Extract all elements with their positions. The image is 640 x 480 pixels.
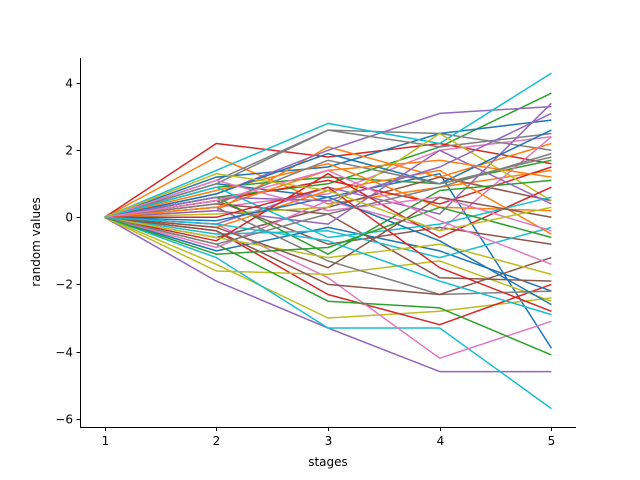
series-line-21: [104, 216, 552, 292]
series-line-18: [104, 129, 552, 219]
y-tick-label: 4: [65, 77, 73, 91]
series-line-49: [104, 172, 552, 232]
y-tick-label: 2: [65, 144, 73, 158]
series-line-45: [104, 112, 552, 219]
series-line-28: [104, 206, 552, 296]
y-tick-label: 0: [65, 211, 73, 225]
series-line-41: [104, 196, 552, 306]
series-line-19: [104, 216, 552, 302]
series-line-44: [104, 186, 552, 312]
x-axis-label: stages: [308, 455, 348, 469]
x-tick-label: 3: [325, 434, 333, 448]
y-tick-label: −2: [55, 278, 73, 292]
series-line-20: [104, 72, 552, 218]
y-tick-label: −6: [55, 413, 73, 427]
series-line-43: [104, 206, 552, 255]
series-line-2: [104, 156, 552, 218]
series-line-9: [104, 216, 552, 319]
x-tick-label: 1: [102, 434, 110, 448]
axes: 1 2 3 4 5 −6 −4 −2 0 2 4: [55, 58, 576, 448]
series-line-50: [104, 216, 552, 316]
x-tick-label: 5: [548, 434, 556, 448]
y-tick-label: −4: [55, 346, 73, 360]
series-line-35: [104, 149, 552, 225]
y-axis-label: random values: [29, 197, 43, 286]
series-line-29: [104, 132, 552, 219]
series-line-46: [104, 196, 552, 269]
series-line-30: [104, 216, 552, 259]
series-line-37: [104, 179, 552, 232]
series-line-38: [104, 156, 552, 219]
series-line-4: [104, 142, 552, 218]
series-line-40: [104, 186, 552, 239]
x-tick-label: 4: [437, 434, 445, 448]
series-line-34: [104, 172, 552, 242]
series-line-39: [104, 216, 552, 276]
series-lines: [104, 72, 553, 410]
series-line-48: [104, 152, 552, 245]
series-line-10: [104, 216, 552, 410]
series-line-11: [104, 119, 552, 219]
x-tick-label: 2: [213, 434, 221, 448]
series-line-47: [104, 169, 552, 265]
